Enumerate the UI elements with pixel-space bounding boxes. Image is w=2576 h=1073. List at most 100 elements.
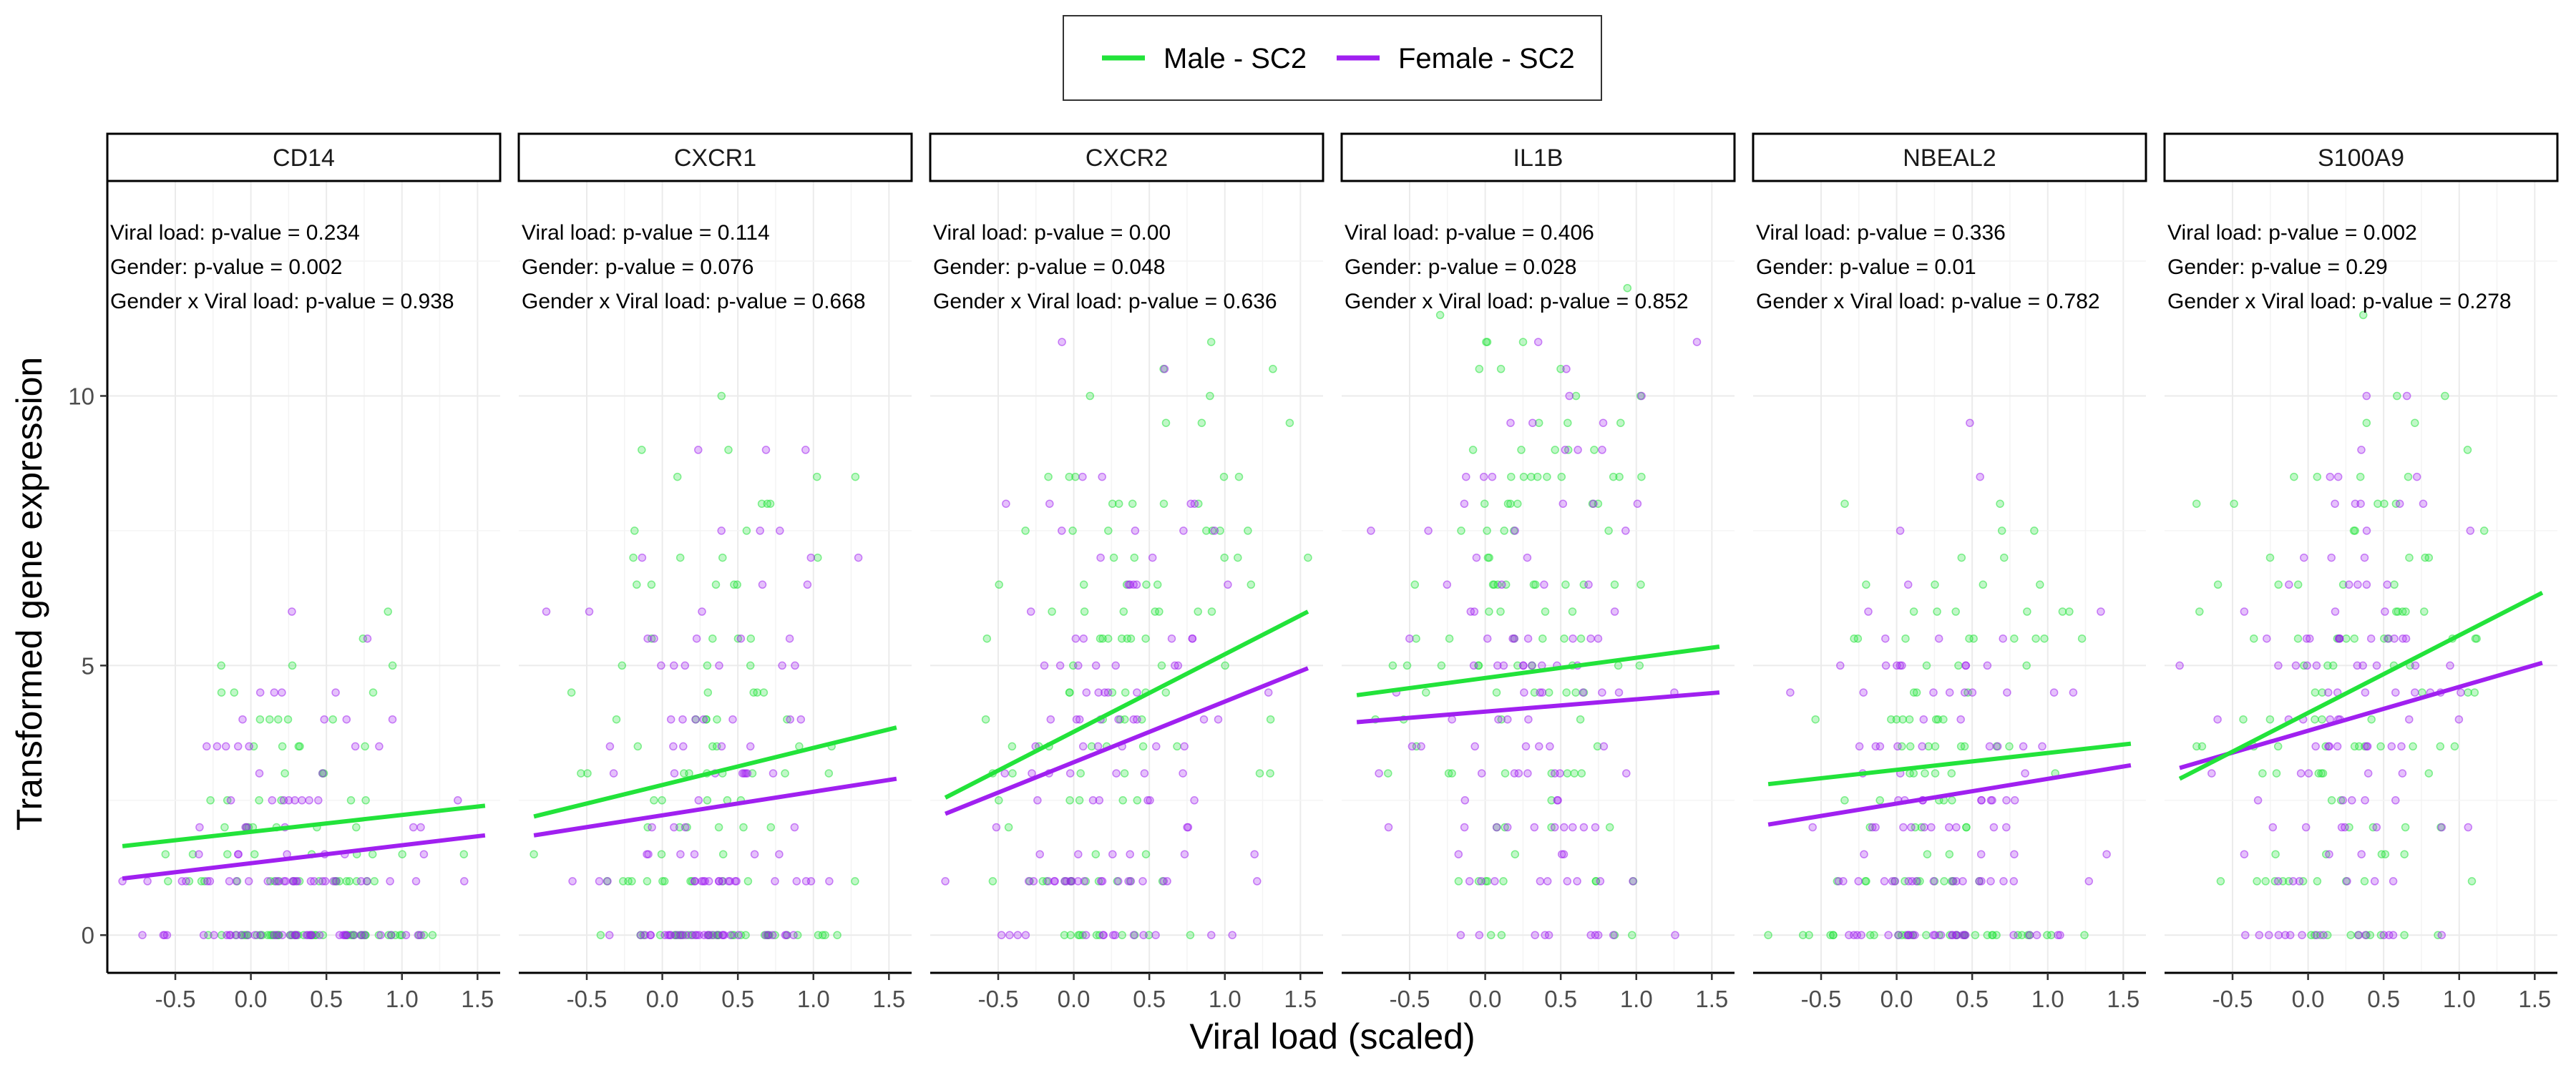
female-point	[694, 446, 703, 454]
female-point	[724, 877, 733, 886]
male-point	[2313, 877, 2322, 886]
male-point	[657, 850, 666, 858]
male-point	[328, 715, 337, 724]
female-point	[1143, 796, 1152, 805]
stat-annotation: Gender x Viral load: p-value = 0.852	[1345, 290, 1689, 313]
male-point	[223, 850, 232, 858]
male-point	[708, 742, 717, 751]
x-tick-label: 0.0	[646, 986, 679, 1012]
male-point	[1098, 634, 1107, 643]
female-point	[638, 553, 647, 562]
female-point	[1536, 688, 1544, 697]
female-point	[781, 931, 790, 939]
male-point	[1840, 796, 1849, 805]
female-point	[1919, 715, 1928, 724]
female-point	[234, 850, 243, 858]
facet-strip	[106, 132, 502, 182]
x-tick-label: -0.5	[567, 986, 608, 1012]
male-point	[217, 661, 225, 670]
female-point	[1493, 661, 1502, 670]
female-point	[1968, 688, 1977, 697]
male-point	[1118, 931, 1126, 939]
male-point	[757, 499, 766, 508]
female-point	[2390, 634, 2399, 643]
female-point	[1046, 715, 1055, 724]
male-point	[2213, 580, 2223, 589]
female-point	[203, 742, 211, 751]
female-point	[245, 742, 253, 751]
male-point	[369, 688, 378, 697]
female-point	[2395, 499, 2404, 508]
male-point	[766, 823, 776, 832]
male-fit-line	[944, 609, 1309, 800]
female-point	[305, 796, 313, 805]
male-point	[1892, 715, 1901, 724]
gridlines	[1753, 180, 2146, 973]
female-point	[1091, 661, 1101, 670]
female-point	[825, 877, 834, 886]
female-point	[351, 742, 360, 751]
female-point	[2331, 499, 2339, 508]
female-point	[941, 877, 950, 886]
female-point	[221, 742, 230, 751]
male-point	[1117, 634, 1126, 643]
male-point	[2253, 877, 2261, 886]
male-point	[724, 446, 733, 454]
male-point	[1216, 526, 1224, 535]
female-point	[1860, 850, 1868, 858]
female-point	[1503, 823, 1512, 832]
female-point	[2009, 931, 2018, 939]
male-fit-line	[533, 725, 897, 819]
x-tick-label: 0.5	[1956, 986, 1989, 1012]
female-point	[670, 823, 678, 832]
female-point	[401, 931, 411, 939]
scatter-points	[2175, 310, 2489, 939]
x-tick-label: 1.5	[872, 986, 905, 1012]
male-point	[1591, 877, 1601, 886]
female-point	[1985, 742, 1994, 751]
female-point	[2097, 607, 2105, 616]
female-point	[2300, 553, 2308, 562]
male-point	[2274, 580, 2283, 589]
female-point	[1424, 526, 1433, 535]
female-point	[1210, 526, 1219, 535]
female-point	[2049, 688, 2059, 697]
fit-lines	[1356, 645, 1720, 725]
female-point	[2437, 931, 2446, 939]
male-point	[1571, 391, 1581, 401]
male-point	[1865, 931, 1875, 939]
female-point	[1927, 823, 1936, 832]
male-point	[1133, 796, 1142, 805]
male-point	[361, 742, 369, 751]
female-point	[1945, 823, 1953, 832]
male-fit-line	[2178, 590, 2544, 781]
female-point	[2295, 877, 2304, 886]
legend-label-female: Female - SC2	[1398, 43, 1575, 74]
female-point	[2003, 688, 2011, 697]
female-point	[1132, 580, 1141, 589]
male-point	[2393, 391, 2401, 401]
female-point	[2341, 823, 2349, 832]
male-point	[1008, 769, 1017, 778]
female-point	[177, 877, 187, 886]
female-point	[699, 877, 708, 886]
stat-annotation: Viral load: p-value = 0.002	[2167, 221, 2417, 245]
stat-annotation: Viral load: p-value = 0.336	[1756, 221, 2006, 245]
male-point	[2065, 607, 2074, 616]
female-point	[854, 553, 863, 562]
female-point	[2002, 823, 2011, 832]
female-point	[2361, 931, 2370, 939]
male-point	[2338, 580, 2348, 589]
male-point	[1501, 769, 1510, 778]
male-point	[1085, 391, 1095, 401]
female-point	[293, 877, 302, 886]
male-point	[628, 877, 636, 886]
female-fit-line	[533, 776, 897, 838]
female-point	[232, 931, 241, 939]
male-point	[1435, 310, 1445, 320]
female-point	[1586, 634, 1595, 643]
male-point	[982, 634, 992, 643]
female-point	[1071, 634, 1080, 643]
female-point	[717, 526, 726, 535]
facet-title: CD14	[273, 144, 335, 172]
